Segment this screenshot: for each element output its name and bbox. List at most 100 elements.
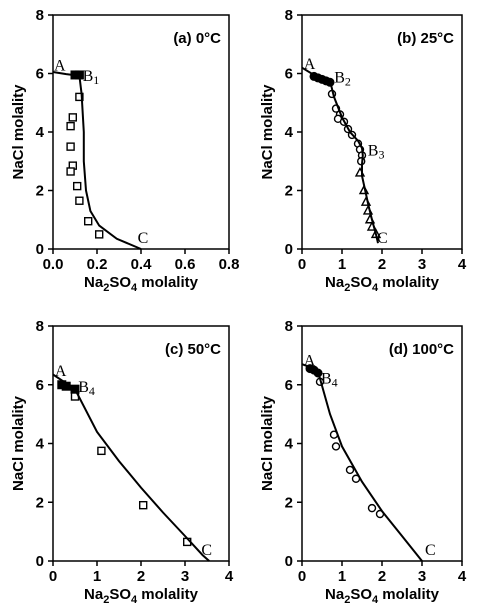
x-tick-label: 3 <box>418 568 426 585</box>
data-point-open-circle <box>367 503 377 513</box>
annotation-main: B <box>368 142 379 159</box>
data-point-open-square <box>94 230 104 239</box>
x-tick-label: 1 <box>93 568 101 585</box>
solubility-curve <box>301 363 423 562</box>
y-tick-label: 2 <box>285 494 293 511</box>
chart-panel-a: 0.0 0.2 0.4 0.6 0.8 0 2 4 6 8 Na2SO4 molality NaCl … <box>10 7 239 294</box>
data-point-open-circle <box>345 465 355 475</box>
solubility-curve <box>52 373 210 562</box>
y-axis-label: NaCl molality <box>259 395 276 491</box>
x-tick-label: 1 <box>338 256 346 273</box>
point-annotation: B3 <box>368 142 385 161</box>
data-point-open-square <box>75 196 84 205</box>
annotation-main: A <box>304 56 316 73</box>
plot-frame <box>301 325 463 562</box>
chart-panel-c: 0 1 2 3 4 0 2 4 6 8 Na2SO4 molality NaCl molality (c… <box>10 318 234 606</box>
x-tick-label: 4 <box>458 568 467 585</box>
x-tick-label: 0.2 <box>87 256 108 273</box>
y-tick-label: 4 <box>36 124 45 141</box>
y-tick-label: 2 <box>36 183 44 200</box>
panel-title: (d) 100°C <box>389 341 454 358</box>
annotation-main: B <box>83 68 94 85</box>
plot-frame <box>52 325 230 562</box>
data-point-open-circle <box>331 442 341 451</box>
annotation-subscript: 2 <box>345 74 351 88</box>
point-annotation: B1 <box>83 68 100 87</box>
y-tick-label: 2 <box>36 494 44 511</box>
solubility-curve <box>52 71 142 250</box>
x-axis-label: Na2SO4 molality <box>84 274 199 294</box>
data-point-open-square <box>68 113 78 122</box>
point-annotation: B2 <box>334 69 351 88</box>
y-tick-label: 4 <box>285 436 294 453</box>
y-tick-label: 0 <box>285 241 293 258</box>
point-annotation: C <box>201 542 212 559</box>
x-tick-label: 4 <box>458 256 467 273</box>
annotation-subscript: 4 <box>332 375 338 389</box>
point-annotation: A <box>304 353 316 370</box>
x-tick-label: 3 <box>181 568 189 585</box>
chart-panel-d: 0 1 2 3 4 0 2 4 6 8 Na2SO4 molality NaCl molality (d… <box>259 318 467 606</box>
data-point-open-square <box>138 500 148 510</box>
annotation-main: C <box>201 542 212 559</box>
y-tick-label: 6 <box>285 377 293 394</box>
panel-title: (b) 25°C <box>397 30 454 47</box>
x-tick-label: 0.0 <box>43 256 64 273</box>
x-tick-label: 2 <box>378 568 386 585</box>
x-axis-label: Na2SO4 molality <box>325 586 440 606</box>
annotation-main: B <box>334 69 345 86</box>
y-tick-label: 4 <box>285 124 294 141</box>
y-tick-label: 8 <box>36 7 44 24</box>
data-point-open-square <box>75 92 84 102</box>
data-point-open-square <box>66 167 75 176</box>
y-tick-label: 8 <box>285 7 293 24</box>
annotation-main: C <box>138 230 149 247</box>
annotation-main: B <box>321 370 332 387</box>
y-axis-label: NaCl molality <box>10 84 27 180</box>
annotation-subscript: 1 <box>93 73 99 87</box>
y-tick-label: 0 <box>36 241 44 258</box>
y-tick-label: 2 <box>285 183 293 200</box>
point-annotation: C <box>138 230 149 247</box>
solubility-curve <box>301 66 379 244</box>
x-tick-label: 0.6 <box>175 256 196 273</box>
data-point-open-square <box>72 181 82 191</box>
y-tick-label: 4 <box>36 436 45 453</box>
y-tick-label: 0 <box>285 553 293 570</box>
data-point-open-square <box>97 446 106 456</box>
chart-panel-b: 0 1 2 3 4 0 2 4 6 8 Na2SO4 molality NaCl molality (b… <box>259 7 467 294</box>
x-tick-label: 2 <box>378 256 386 273</box>
point-annotation: A <box>54 58 66 75</box>
y-tick-label: 8 <box>36 318 44 335</box>
annotation-main: A <box>304 353 316 370</box>
y-axis-label: NaCl molality <box>10 395 27 491</box>
point-annotation: A <box>55 363 67 380</box>
annotation-main: B <box>78 379 89 396</box>
x-tick-label: 0.8 <box>219 256 240 273</box>
point-annotation: A <box>304 56 316 73</box>
annotation-main: A <box>54 58 66 75</box>
plot-frame <box>301 14 463 250</box>
panel-title: (a) 0°C <box>173 30 221 47</box>
y-tick-label: 8 <box>285 318 293 335</box>
y-tick-label: 0 <box>36 553 44 570</box>
y-tick-label: 6 <box>36 377 44 394</box>
x-tick-label: 1 <box>338 568 346 585</box>
y-axis-label: NaCl molality <box>259 84 276 180</box>
x-tick-label: 2 <box>137 568 145 585</box>
x-tick-label: 0.4 <box>131 256 153 273</box>
x-axis-label: Na2SO4 molality <box>84 586 199 606</box>
y-tick-label: 6 <box>285 66 293 83</box>
data-point-open-square <box>83 217 93 226</box>
x-tick-label: 0 <box>298 568 306 585</box>
point-annotation: C <box>377 230 388 247</box>
annotation-main: A <box>55 363 67 380</box>
data-point-open-square <box>66 142 75 151</box>
point-annotation: C <box>425 542 436 559</box>
plot-frame <box>52 14 230 250</box>
point-annotation: B4 <box>321 370 338 389</box>
point-annotation: B4 <box>78 379 95 398</box>
x-tick-label: 4 <box>225 568 234 585</box>
x-axis-label: Na2SO4 molality <box>325 274 440 294</box>
